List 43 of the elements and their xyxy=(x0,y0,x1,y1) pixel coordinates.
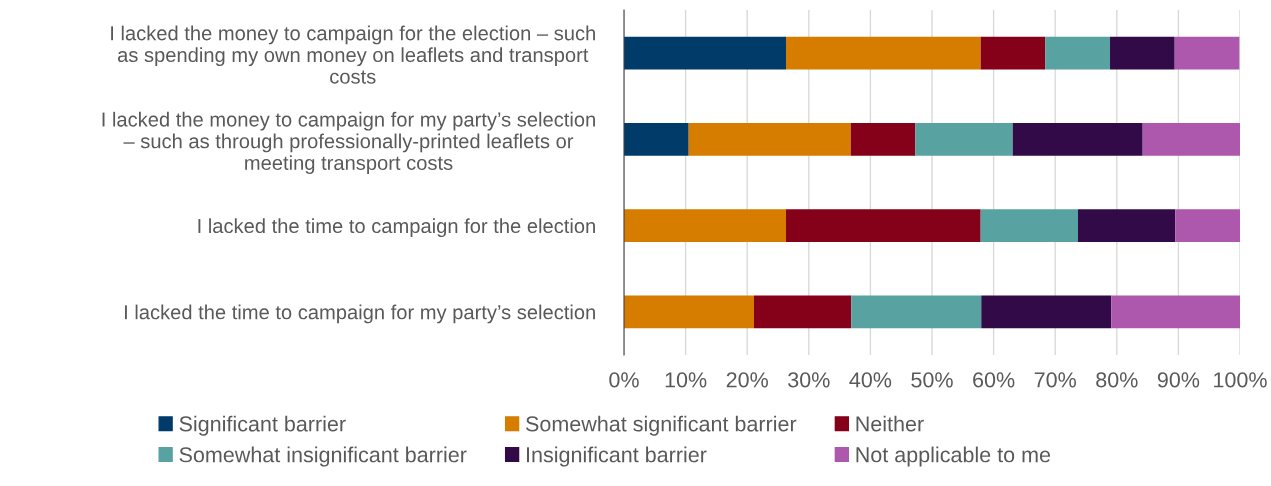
y-tick-label: I lacked the money to campaign for my party’s selection – such as through professionally-printed leaflets or meeting transport costs xyxy=(102,111,595,174)
bar xyxy=(980,36,1046,70)
bar xyxy=(624,36,787,70)
bar xyxy=(1045,36,1111,70)
x-tick-label: 50% xyxy=(911,372,953,388)
bar xyxy=(786,36,981,70)
legend-label: Insignificant barrier xyxy=(527,446,707,467)
bar xyxy=(1142,122,1240,156)
legend-label: Not applicable to me xyxy=(856,446,1051,467)
bar xyxy=(1012,122,1143,156)
legend-label: Somewhat significant barrier xyxy=(526,415,797,436)
x-tick-label: 40% xyxy=(849,372,892,388)
bar xyxy=(786,209,981,243)
x-tick-label: 0% xyxy=(609,372,639,388)
bar xyxy=(688,122,851,156)
x-tick-label: 80% xyxy=(1096,372,1138,388)
x-tick-label: 20% xyxy=(726,372,768,388)
y-tick-label: I lacked the money to campaign for the election – such as spending my own money on leaflets and transport costs xyxy=(111,25,595,84)
bar xyxy=(753,295,852,329)
x-tick-label: 30% xyxy=(788,372,830,388)
bar xyxy=(1110,36,1175,70)
bar xyxy=(624,295,754,329)
x-tick-label: 70% xyxy=(1034,372,1076,388)
y-tick-label: I lacked the time to campaign for my party’s selection xyxy=(124,304,595,324)
bar xyxy=(624,122,689,156)
bar xyxy=(981,295,1112,329)
bar xyxy=(1175,209,1240,243)
x-tick-label: 10% xyxy=(665,372,707,388)
bar xyxy=(980,209,1078,243)
bar xyxy=(850,122,916,156)
bar xyxy=(624,209,787,243)
x-tick-label: 100% xyxy=(1214,372,1267,388)
y-tick-label: I lacked the time to campaign for the election xyxy=(198,218,595,238)
bar xyxy=(915,122,1013,156)
legend-label: Neither xyxy=(856,415,924,432)
bar xyxy=(1111,295,1240,329)
bar xyxy=(851,295,982,329)
legend-label: Somewhat insignificant barrier xyxy=(179,446,467,467)
bar xyxy=(1174,36,1240,70)
x-tick-label: 90% xyxy=(1157,372,1200,388)
x-tick-label: 60% xyxy=(973,372,1015,388)
legend-label: Significant barrier xyxy=(179,415,346,436)
bar xyxy=(1077,209,1176,243)
